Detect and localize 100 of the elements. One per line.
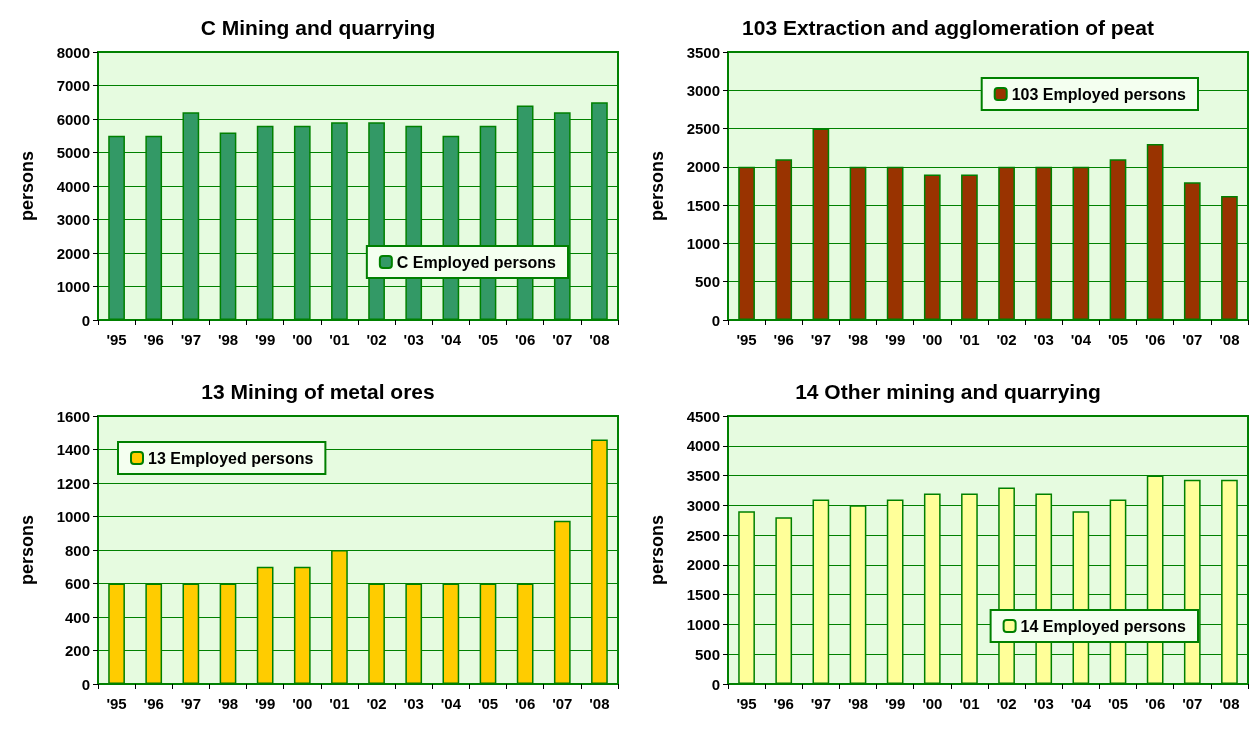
x-tick-label: '01 — [329, 331, 350, 348]
x-tick-label: '00 — [922, 695, 943, 712]
x-tick-label: '00 — [922, 331, 943, 348]
x-tick-label: '08 — [589, 331, 610, 348]
x-tick-label: '04 — [440, 695, 462, 712]
x-tick-label: '96 — [143, 331, 164, 348]
y-tick-label: 4000 — [56, 177, 90, 195]
y-tick-label: 8000 — [56, 43, 90, 61]
y-tick-label: 400 — [64, 608, 90, 626]
chart-title: C Mining and quarrying — [200, 16, 436, 39]
x-tick-label: '05 — [1107, 695, 1129, 712]
y-tick-label: 1000 — [686, 234, 720, 252]
x-tick-label: '01 — [959, 331, 980, 348]
x-tick-label: '05 — [1107, 331, 1129, 348]
x-tick-label: '05 — [477, 695, 499, 712]
y-tick-label: 4000 — [686, 437, 720, 455]
y-tick-label: 1000 — [56, 278, 90, 295]
x-tick-label: '07 — [1182, 695, 1203, 712]
x-tick-label: '99 — [255, 331, 276, 348]
x-tick-label: '02 — [996, 695, 1017, 712]
x-tick-label: '08 — [589, 695, 610, 712]
x-tick-label: '96 — [773, 331, 794, 348]
y-tick-label: 7000 — [56, 77, 90, 94]
x-tick-label: '06 — [1145, 331, 1166, 348]
x-tick-label: '97 — [180, 695, 201, 712]
x-tick-label: '04 — [440, 331, 462, 348]
x-tick-label: '04 — [1070, 331, 1092, 348]
y-tick-label: 1200 — [56, 474, 90, 492]
y-tick-label: 4500 — [686, 407, 720, 425]
y-tick-label: 6000 — [56, 110, 90, 128]
x-tick-label: '02 — [366, 331, 387, 348]
x-tick-label: '02 — [366, 695, 387, 712]
x-tick-label: '03 — [1033, 695, 1054, 712]
y-tick-label: 200 — [64, 642, 90, 659]
x-tick-label: '03 — [403, 695, 424, 712]
x-tick-label: '07 — [1182, 331, 1203, 348]
y-tick-label: 1400 — [56, 441, 90, 458]
y-tick-label: 2500 — [686, 120, 720, 138]
x-tick-label: '98 — [217, 331, 239, 348]
legend-label: 13 Employed persons — [148, 449, 314, 467]
y-tick-label: 2000 — [686, 158, 720, 176]
y-tick-label: 1000 — [56, 508, 90, 525]
legend-label: 103 Employed persons — [1011, 85, 1187, 103]
y-tick-label: 3000 — [686, 496, 720, 514]
x-tick-label: '99 — [885, 695, 906, 712]
legend-label: C Employed persons — [396, 253, 557, 271]
x-tick-label: '08 — [1219, 695, 1240, 712]
x-tick-label: '05 — [477, 331, 499, 348]
x-tick-label: '03 — [403, 331, 424, 348]
y-tick-label: 0 — [711, 675, 720, 693]
x-tick-label: '96 — [143, 695, 164, 712]
x-tick-label: '99 — [255, 695, 276, 712]
x-tick-label: '04 — [1070, 695, 1092, 712]
y-tick-label: 500 — [694, 273, 720, 291]
y-tick-label: 1500 — [686, 196, 720, 214]
x-tick-label: '08 — [1219, 331, 1240, 348]
y-axis-title: persons — [17, 150, 37, 222]
y-tick-label: 600 — [64, 575, 90, 592]
y-tick-label: 1600 — [56, 407, 90, 425]
x-tick-label: '95 — [106, 695, 127, 712]
x-tick-label: '07 — [552, 695, 573, 712]
y-tick-label: 3500 — [686, 467, 720, 485]
y-tick-label: 3500 — [686, 43, 720, 61]
y-tick-label: 0 — [711, 311, 720, 329]
x-tick-label: '98 — [847, 695, 869, 712]
x-tick-label: '97 — [810, 695, 831, 712]
x-tick-label: '95 — [736, 695, 757, 712]
y-tick-label: 1500 — [686, 586, 720, 604]
y-tick-label: 2000 — [56, 244, 90, 262]
x-tick-label: '06 — [515, 695, 536, 712]
x-tick-label: '06 — [1145, 695, 1166, 712]
y-tick-label: 3000 — [686, 81, 720, 99]
x-tick-label: '02 — [996, 331, 1017, 348]
x-tick-label: '97 — [810, 331, 831, 348]
y-tick-label: 5000 — [56, 144, 90, 161]
chart-title: 14 Other mining and quarrying — [795, 380, 1101, 403]
x-tick-label: '98 — [847, 331, 869, 348]
y-tick-label: 1000 — [686, 615, 720, 633]
y-tick-label: 3000 — [56, 211, 90, 228]
x-tick-label: '95 — [736, 331, 757, 348]
y-axis-title: persons — [17, 514, 37, 586]
x-tick-label: '03 — [1033, 331, 1054, 348]
y-tick-label: 0 — [81, 675, 90, 693]
y-tick-label: 800 — [64, 541, 90, 559]
x-tick-label: '97 — [180, 331, 201, 348]
y-axis-title: persons — [647, 150, 667, 222]
x-tick-label: '98 — [217, 695, 239, 712]
x-tick-label: '95 — [106, 331, 127, 348]
legend-label: 14 Employed persons — [1020, 617, 1187, 635]
x-tick-label: '06 — [515, 331, 536, 348]
x-tick-label: '96 — [773, 695, 794, 712]
x-tick-label: '00 — [292, 331, 313, 348]
x-tick-label: '01 — [959, 695, 980, 712]
x-tick-label: '99 — [885, 331, 906, 348]
y-tick-label: 2000 — [686, 556, 720, 574]
chart-title: 13 Mining of metal ores — [201, 380, 435, 403]
y-tick-label: 500 — [694, 645, 720, 663]
x-tick-label: '07 — [552, 331, 573, 348]
x-tick-label: '00 — [292, 695, 313, 712]
y-tick-label: 2500 — [686, 526, 720, 544]
